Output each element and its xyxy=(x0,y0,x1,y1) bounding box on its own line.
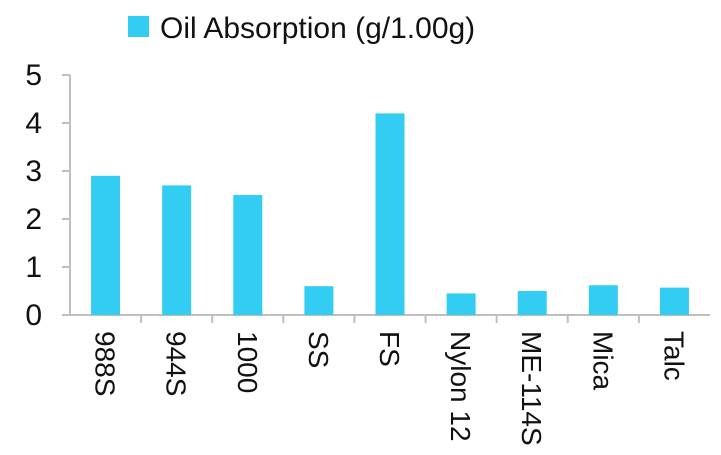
y-tick-label: 1 xyxy=(25,251,42,284)
y-tick-label: 5 xyxy=(25,59,42,92)
x-tick-label: Nylon 12 xyxy=(445,331,476,442)
legend: Oil Absorption (g/1.00g) xyxy=(128,12,475,45)
bar-988s xyxy=(91,175,121,315)
bar-1000 xyxy=(233,195,263,315)
bar-fs xyxy=(375,113,405,316)
bars xyxy=(91,113,689,316)
bar-talc xyxy=(659,287,689,315)
bar-nylon-12 xyxy=(446,293,476,315)
bar-mica xyxy=(588,285,618,315)
legend-label: Oil Absorption (g/1.00g) xyxy=(160,12,475,45)
x-ticks: 988S 944S 1000 SS FS Nylon 12 ME-114S Mica Talc xyxy=(90,315,689,446)
x-tick-label: 1000 xyxy=(232,331,263,393)
legend-swatch xyxy=(128,16,149,37)
x-tick-label: 988S xyxy=(90,331,121,396)
x-tick-label: Mica xyxy=(587,331,618,391)
x-tick-label: FS xyxy=(374,331,405,367)
y-tick-label: 2 xyxy=(25,203,42,236)
x-tick-label: ME-114S xyxy=(516,331,547,446)
bar-ss xyxy=(304,286,334,315)
y-tick-label: 0 xyxy=(25,299,42,332)
bar-944s xyxy=(162,185,192,315)
bar-me-114s xyxy=(517,291,547,315)
y-ticks: 0 1 2 3 4 5 xyxy=(25,59,70,332)
x-tick-label: SS xyxy=(303,331,334,368)
x-tick-label: 944S xyxy=(161,331,192,396)
y-tick-label: 3 xyxy=(25,155,42,188)
x-tick-label: Talc xyxy=(658,331,689,381)
y-tick-label: 4 xyxy=(25,107,42,140)
